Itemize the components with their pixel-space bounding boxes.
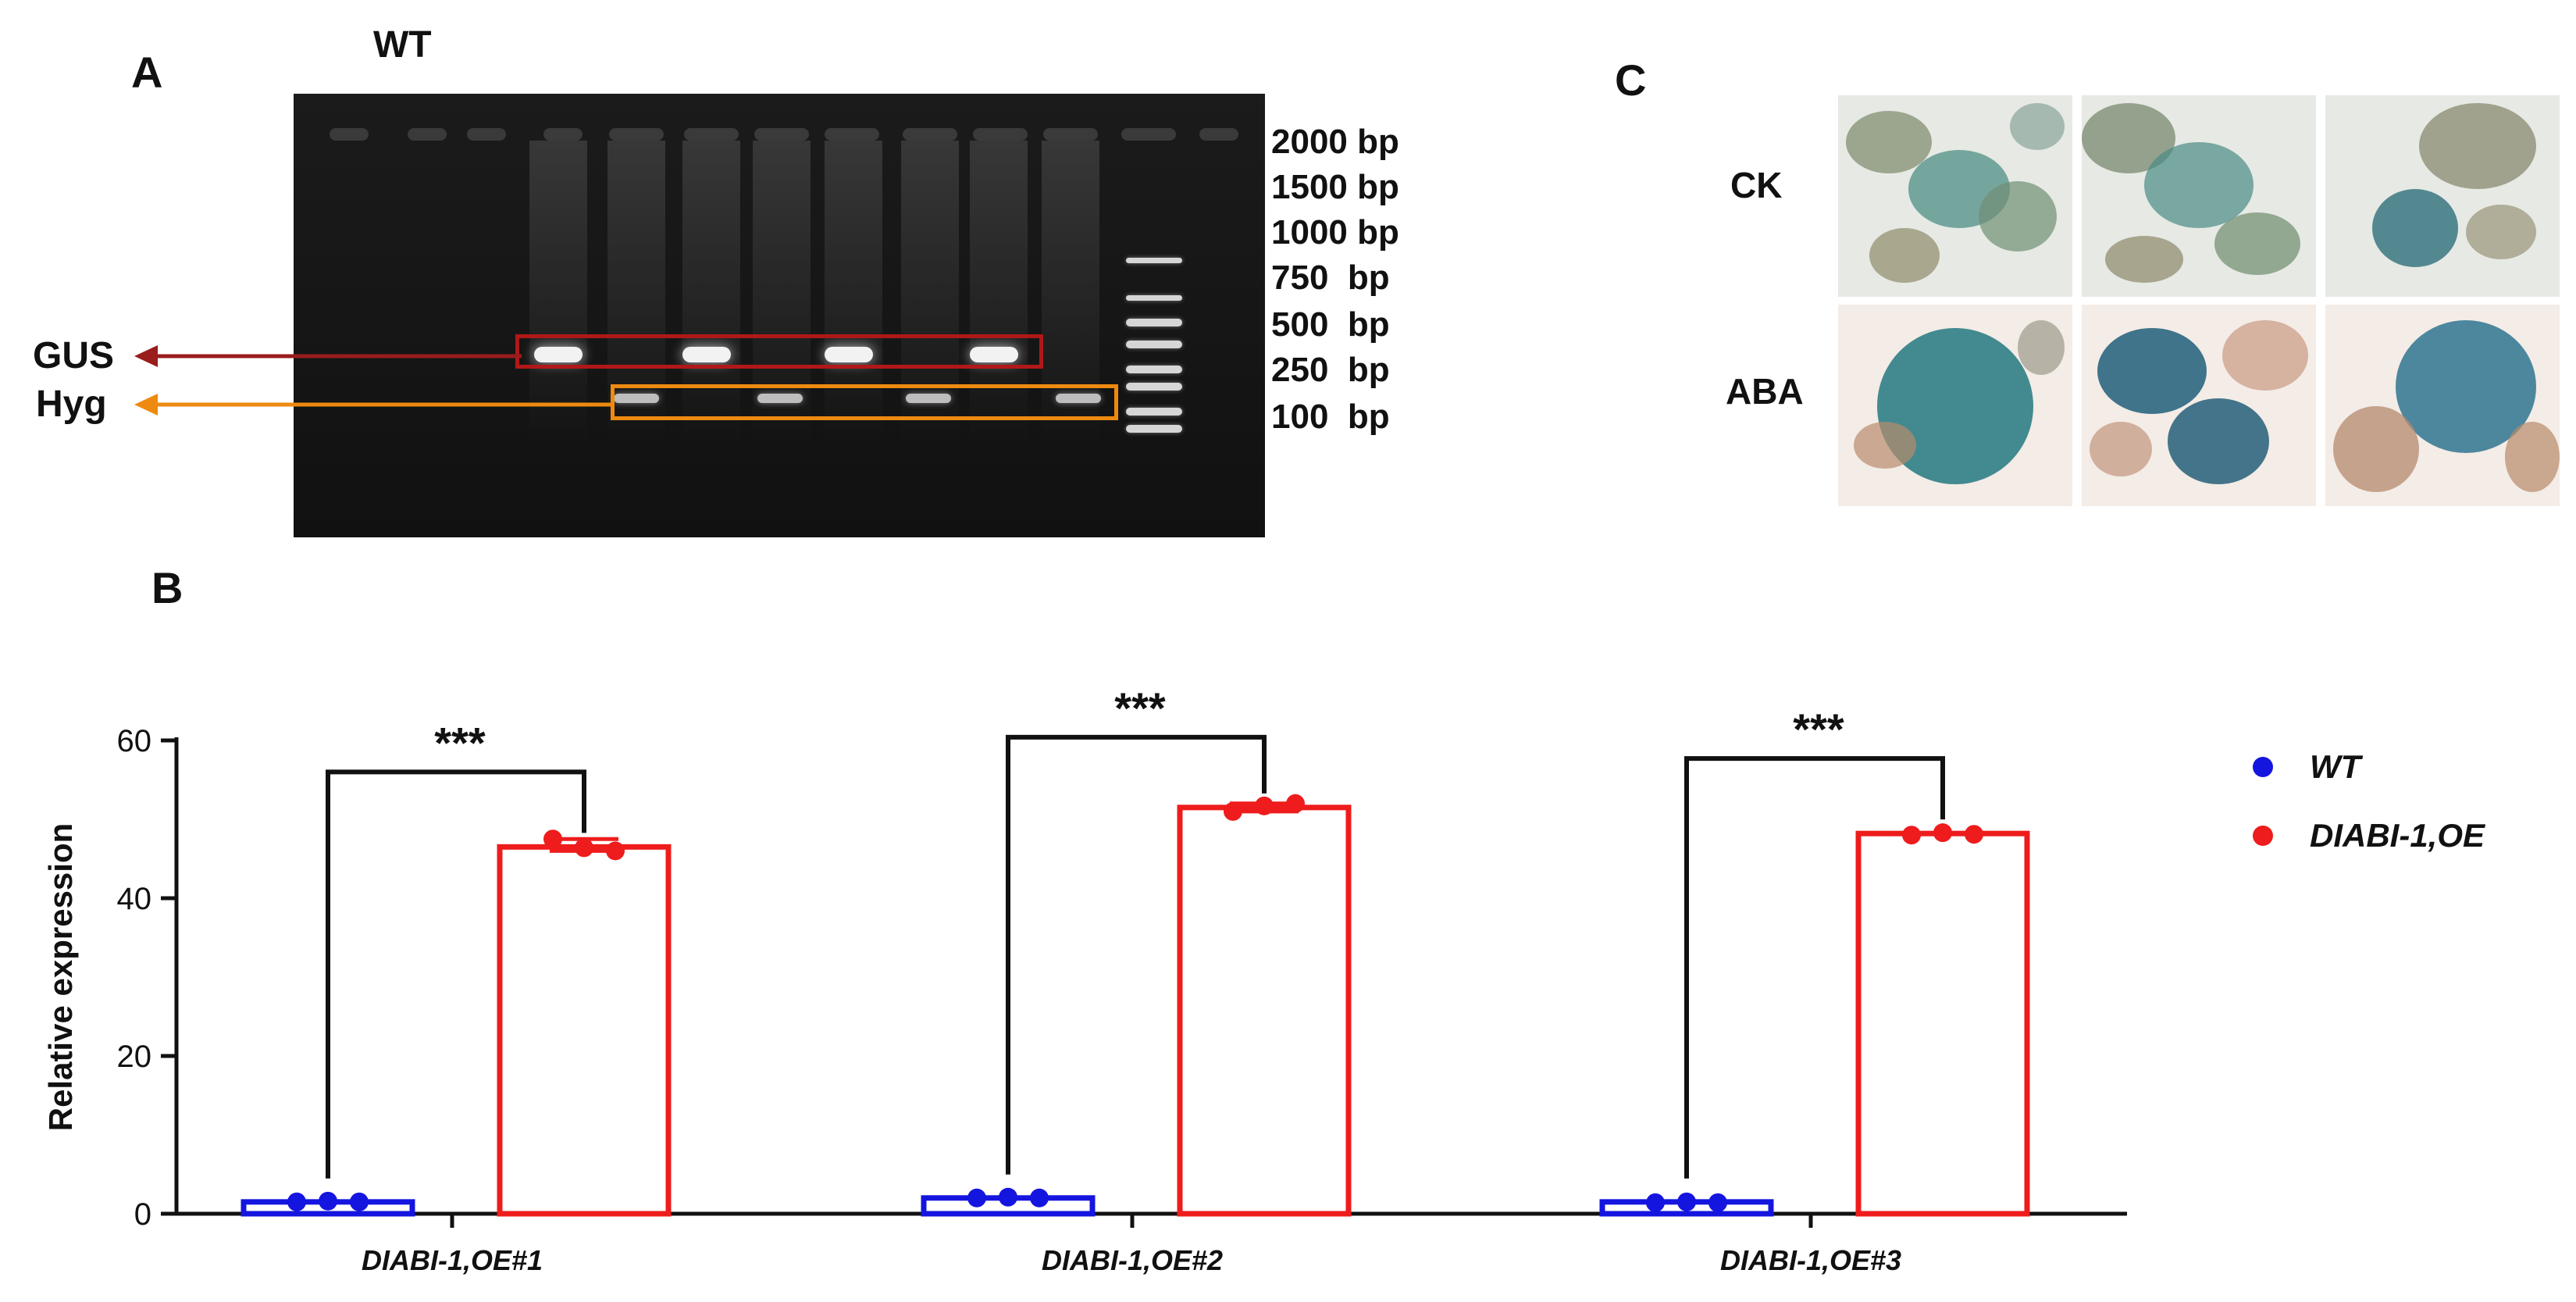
ladder-band xyxy=(1126,425,1182,433)
data-point xyxy=(287,1192,306,1211)
panel-label-c: C xyxy=(1615,55,1647,105)
data-point xyxy=(543,829,562,849)
micrograph-ck-3 xyxy=(2325,95,2560,297)
hyg-band xyxy=(1056,394,1101,403)
gus-band xyxy=(534,347,583,362)
micrograph-aba-1 xyxy=(1838,305,2072,506)
ladder-label-1000: 1000 bp xyxy=(1271,213,1399,251)
ladder-label-250: 250 bp xyxy=(1271,351,1390,389)
y-tick-label: 60 xyxy=(117,724,152,758)
data-point xyxy=(1286,794,1305,813)
ladder-band xyxy=(1126,319,1182,326)
ladder-band xyxy=(1126,295,1182,301)
data-point xyxy=(967,1188,986,1207)
ladder-label-100: 100 bp xyxy=(1271,398,1390,436)
data-point xyxy=(606,841,625,861)
micrograph-aba-3 xyxy=(2325,305,2560,506)
gus-band xyxy=(970,347,1018,362)
data-point xyxy=(1677,1192,1696,1211)
data-point xyxy=(999,1187,1017,1207)
data-point xyxy=(1708,1193,1727,1212)
ladder-band xyxy=(1126,383,1182,391)
bar xyxy=(497,844,672,1217)
legend-marker xyxy=(2253,826,2273,846)
x-tick-label: DIABI-1,OE#2 xyxy=(1042,1244,1223,1276)
significance-bracket xyxy=(326,769,586,1179)
micrograph-ck-1 xyxy=(1838,95,2072,297)
micrograph-ck-2 xyxy=(2082,95,2316,297)
legend-label: WT xyxy=(2310,748,2364,785)
significance-bracket xyxy=(1006,734,1267,1175)
ladder-band xyxy=(1126,258,1182,263)
bar xyxy=(1177,804,1352,1217)
ladder-band xyxy=(1126,408,1182,416)
data-point xyxy=(1255,796,1274,815)
y-tick-label: 20 xyxy=(117,1040,152,1074)
panel-label-a: A xyxy=(131,48,163,97)
agarose-gel-image xyxy=(294,94,1265,537)
ladder-label-750: 750 bp xyxy=(1271,259,1390,297)
hyg-band xyxy=(757,394,803,403)
ladder-band xyxy=(1126,366,1182,373)
gus-label: GUS xyxy=(33,335,115,376)
data-point xyxy=(1965,825,1983,844)
data-point xyxy=(1030,1188,1049,1207)
data-point xyxy=(1902,826,1921,845)
legend-label: DIABI-1,OE xyxy=(2310,817,2486,854)
data-point xyxy=(350,1192,369,1211)
hyg-band xyxy=(614,394,659,403)
ladder-band xyxy=(1126,341,1182,348)
significance-label: *** xyxy=(1793,705,1844,754)
row-label-aba: ABA xyxy=(1726,371,1804,412)
data-point xyxy=(1224,801,1242,821)
gus-arrow xyxy=(134,345,522,367)
significance-bracket xyxy=(1684,756,1945,1179)
micrograph-aba-2 xyxy=(2082,305,2316,506)
legend-marker xyxy=(2253,757,2273,777)
data-point xyxy=(1933,823,1952,843)
gus-band xyxy=(682,347,731,362)
row-label-ck: CK xyxy=(1730,165,1783,205)
ladder-label-2000: 2000 bp xyxy=(1271,123,1399,161)
panel-label-b: B xyxy=(151,563,183,612)
y-tick-label: 40 xyxy=(117,882,152,916)
hyg-highlight-box xyxy=(611,384,1118,420)
y-tick-label: 0 xyxy=(134,1197,151,1232)
ladder-label-500: 500 bp xyxy=(1271,305,1390,344)
significance-label: *** xyxy=(1114,683,1166,733)
data-point xyxy=(1646,1193,1665,1212)
y-axis-title: Relative expression xyxy=(42,823,79,1132)
hyg-arrow xyxy=(134,394,614,416)
gus-band xyxy=(825,347,873,362)
hyg-band xyxy=(906,394,951,403)
gus-highlight-box xyxy=(515,334,1043,369)
significance-label: *** xyxy=(434,718,486,767)
ladder-label-1500: 1500 bp xyxy=(1271,168,1399,206)
data-point xyxy=(319,1191,337,1211)
bar xyxy=(1855,830,2030,1217)
x-tick-label: DIABI-1,OE#3 xyxy=(1720,1244,1901,1276)
wt-lane-label: WT xyxy=(373,24,432,66)
x-tick-label: DIABI-1,OE#1 xyxy=(362,1244,543,1276)
data-point xyxy=(575,838,593,858)
hyg-label: Hyg xyxy=(36,383,107,425)
